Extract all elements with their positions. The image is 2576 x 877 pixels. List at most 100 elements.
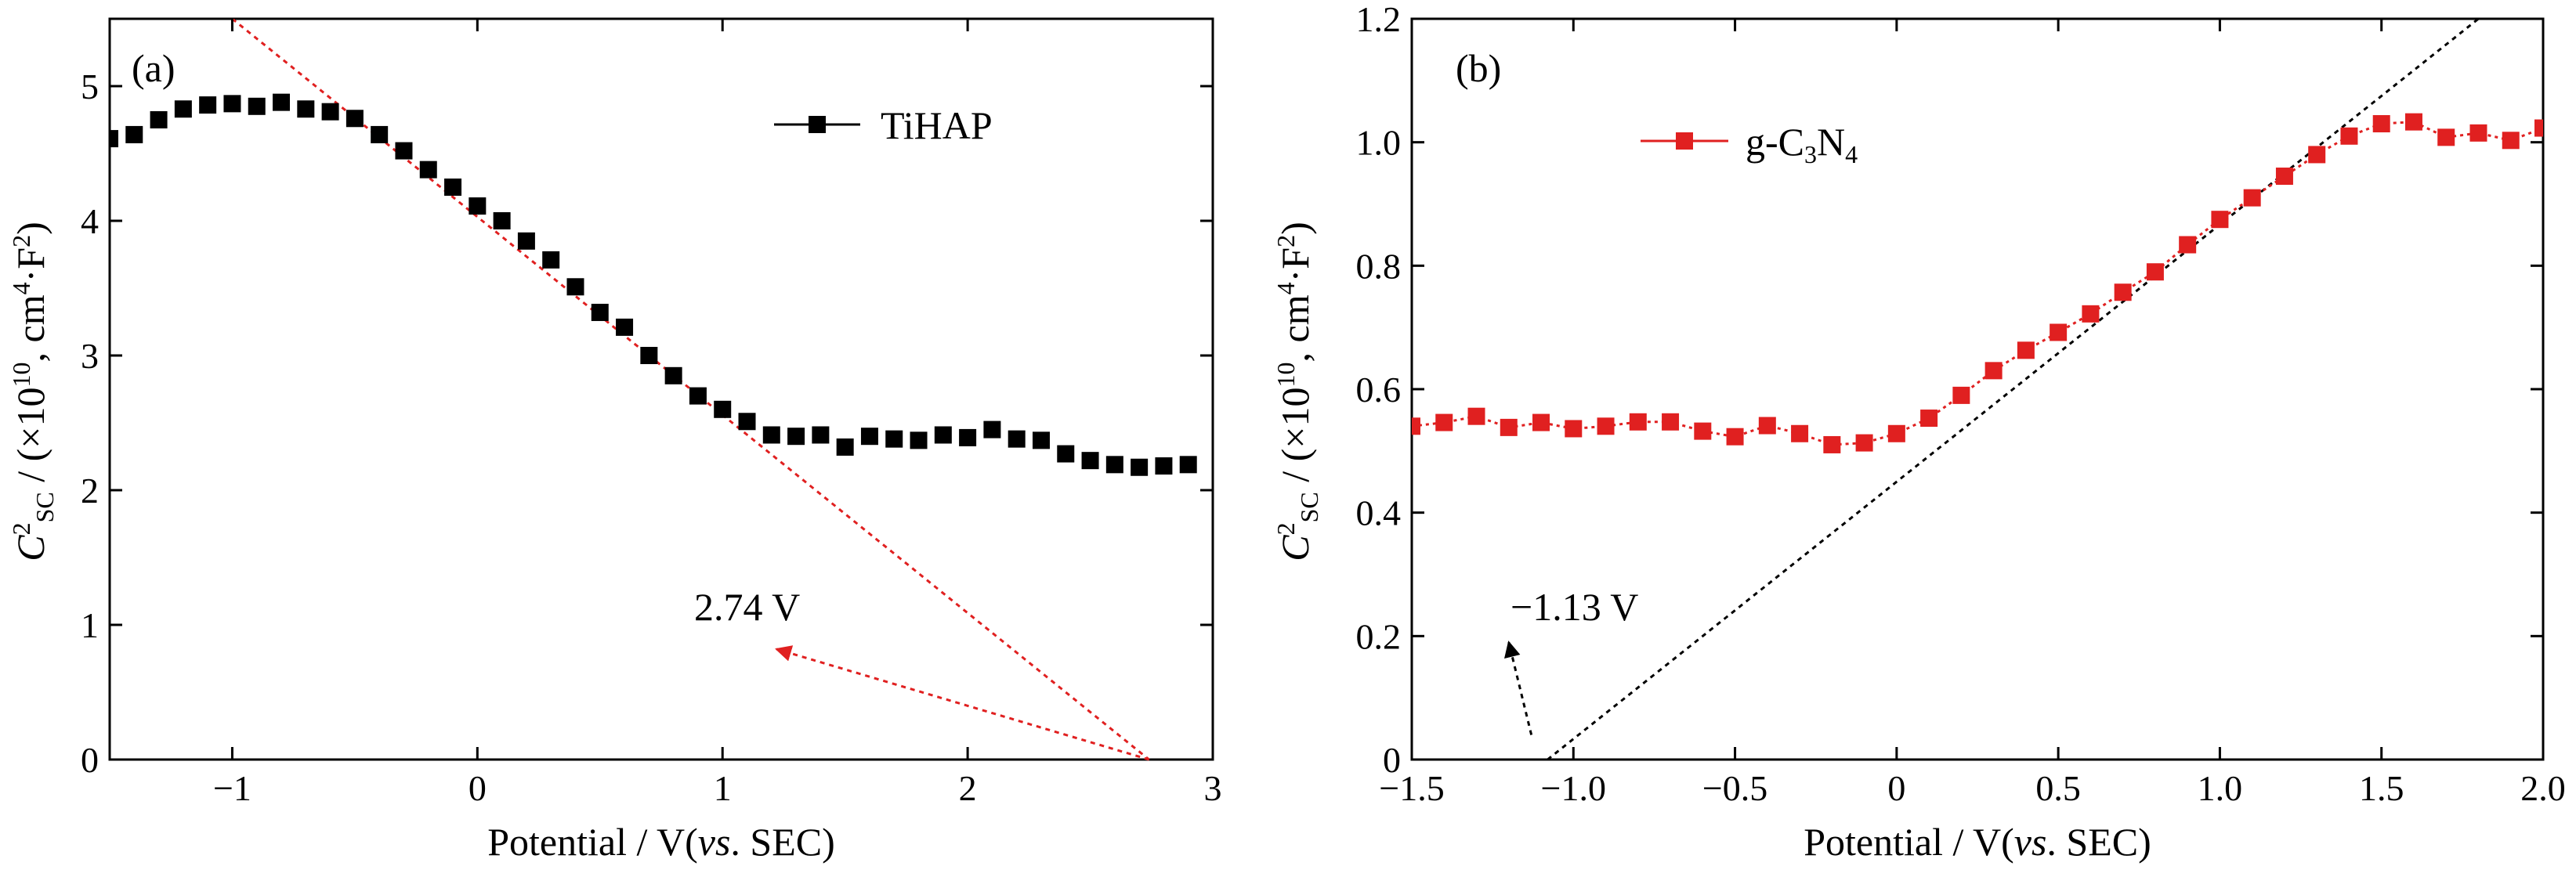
data-point: [934, 426, 952, 444]
data-point: [2146, 263, 2164, 281]
data-point: [395, 142, 413, 160]
data-point: [1435, 413, 1453, 431]
y-tick-label: 2: [81, 471, 99, 511]
data-point: [836, 438, 854, 456]
panel-b-y-axis-label: C2SC / (×1010, cm4·F2): [1272, 222, 1323, 561]
panel-a-series-tihap: [110, 93, 1197, 476]
data-point: [110, 130, 118, 148]
data-point: [2211, 211, 2229, 229]
panel-b-series-line: [1412, 121, 2543, 446]
data-point: [1726, 428, 1744, 446]
data-point: [2372, 115, 2390, 133]
y-tick-label: 0: [81, 740, 99, 780]
panel-a-x-axis-label: Potential / V(vs. SEC): [487, 820, 835, 864]
data-point: [2275, 168, 2293, 186]
data-point: [2404, 113, 2422, 131]
panel-b-tag: (b): [1456, 46, 1501, 90]
data-point: [1887, 424, 1905, 442]
data-point: [1694, 422, 1712, 440]
data-point: [1179, 456, 1197, 474]
panel-a-y-axis: 0 1 2 3 4 5: [81, 67, 1213, 780]
data-point: [738, 413, 756, 431]
x-tick-label: 2: [959, 768, 977, 808]
data-point: [860, 428, 878, 446]
data-point: [1081, 452, 1099, 470]
y-tick-label: 0.4: [1356, 493, 1402, 533]
data-point: [1105, 456, 1123, 474]
data-point: [199, 96, 217, 114]
data-point: [1500, 418, 1518, 436]
data-point: [371, 125, 389, 143]
y-tick-label: 0.6: [1356, 370, 1402, 410]
panel-a-x-axis: −1 0 1 2 3: [213, 19, 1222, 808]
data-point: [2082, 305, 2100, 323]
data-point: [517, 232, 535, 250]
data-point: [566, 278, 584, 296]
panel-b-x-axis: −1.5 −1.0 −0.5 0 0.5 1.0 1.5 2.0: [1379, 19, 2566, 808]
data-point: [223, 95, 241, 113]
x-tick-label: 1: [714, 768, 732, 808]
data-point: [983, 420, 1001, 438]
x-tick-label: 1.5: [2359, 768, 2404, 808]
panel-b: −1.5 −1.0 −0.5 0 0.5 1.0 1.5 2.0 0 0.2 0.4 0.6 0.8 1…: [1272, 0, 2566, 864]
data-point: [2469, 124, 2487, 142]
panel-a-annotation-text: 2.74 V: [694, 585, 800, 629]
data-point: [419, 161, 437, 179]
y-tick-label: 3: [81, 336, 99, 376]
data-point: [2114, 283, 2132, 301]
data-point: [2017, 341, 2035, 359]
data-point: [640, 347, 658, 364]
x-tick-label: −1: [213, 768, 251, 808]
data-point: [1952, 386, 1970, 404]
data-point: [1855, 434, 1873, 452]
data-point: [1565, 420, 1583, 438]
data-point: [1823, 435, 1841, 453]
panel-b-x-axis-label: Potential / V(vs. SEC): [1804, 820, 2151, 864]
legend-label-tihap: TiHAP: [881, 103, 993, 147]
data-point: [1791, 424, 1809, 442]
data-point: [812, 426, 830, 444]
data-point: [1984, 362, 2003, 380]
data-point: [910, 431, 928, 449]
data-point: [542, 251, 560, 269]
panel-a-tag: (a): [132, 46, 175, 90]
panel-a: −1 0 1 2 3 0 1 2 3 4 5 (a) TiHAP 2.74 V C2SC / (×…: [7, 17, 1222, 864]
x-tick-label: 2.0: [2520, 768, 2566, 808]
x-tick-label: 0.5: [2035, 768, 2081, 808]
data-point: [787, 428, 805, 446]
y-tick-label: 1: [81, 605, 99, 645]
data-point: [1131, 458, 1149, 476]
x-tick-label: 0: [1887, 768, 1905, 808]
data-point: [1412, 417, 1420, 435]
x-tick-label: −1.5: [1379, 768, 1444, 808]
data-point: [1032, 431, 1050, 449]
data-point: [762, 426, 780, 444]
panel-a-frame: [108, 17, 1214, 761]
data-point: [174, 100, 192, 118]
data-point: [1532, 413, 1550, 431]
data-point: [1662, 413, 1680, 431]
data-point: [2179, 236, 2197, 254]
data-point: [321, 103, 339, 121]
y-tick-label: 5: [81, 67, 99, 106]
data-point: [469, 197, 487, 215]
data-point: [273, 93, 291, 111]
data-point: [2502, 132, 2520, 150]
legend-label-gc3n4: g-C3N4: [1746, 120, 1858, 168]
data-point: [2308, 146, 2326, 164]
panel-b-legend: g-C3N4: [1641, 120, 1858, 168]
data-point: [2050, 323, 2068, 341]
legend-marker-tihap: [809, 116, 826, 133]
data-point: [150, 111, 168, 128]
panel-a-annotation-arrow: [775, 645, 1150, 761]
data-point: [493, 212, 511, 229]
data-point: [885, 430, 903, 448]
panel-a-legend: TiHAP: [774, 103, 993, 147]
panel-b-fit-line: [1547, 19, 2480, 760]
y-tick-label: 0.8: [1356, 246, 1402, 286]
data-point: [1008, 430, 1026, 448]
data-point: [959, 428, 977, 446]
panel-a-y-axis-label: C2SC / (×1010, cm4·F2): [7, 222, 59, 561]
x-tick-label: 3: [1204, 768, 1222, 808]
